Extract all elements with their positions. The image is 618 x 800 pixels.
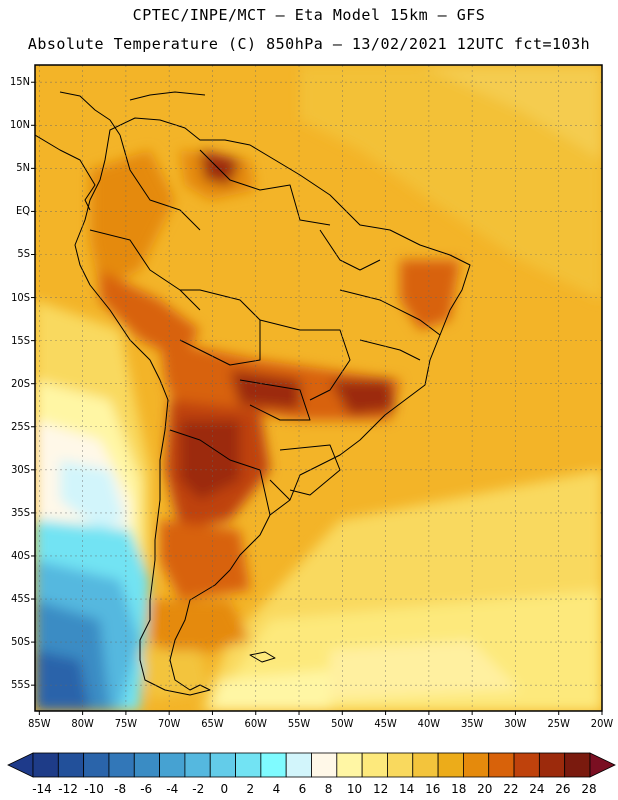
lat-label: EQ [15,204,30,218]
border-venezuela [199,149,331,226]
colorbar-label: 8 [324,782,333,796]
lat-label: 15S [11,333,30,347]
colorbar-swatch [184,752,211,778]
caribbean-islands [129,91,206,101]
border-argentina [169,429,271,516]
colorbar-swatch [260,752,287,778]
lat-label: 40S [11,548,30,562]
colorbar-label: 10 [346,782,363,796]
lon-label: 20W [590,717,614,730]
colorbar-label: -10 [84,782,104,796]
central-america-coast [35,134,96,211]
colorbar-under-arrow [7,752,34,778]
lon-label: 70W [157,717,181,730]
colorbar-label: 18 [451,782,467,796]
border-peru [89,229,201,311]
colorbar-label: -4 [166,782,179,796]
border-brazil-north [319,229,381,271]
lat-label: 20S [11,376,30,390]
colorbar [7,752,616,778]
border-brazil-states [339,289,441,336]
lon-label: 80W [71,717,94,730]
lat-label: 5S [17,247,30,261]
colorbar-label: 6 [298,782,307,796]
coastlines [35,91,471,696]
axis-ticks [31,81,603,715]
border-brazil-east [359,339,421,361]
lon-label: 45W [374,717,397,730]
title-line-1: CPTEC/INPE/MCT – Eta Model 15km – GFS [132,6,486,24]
temperature-field [35,65,602,711]
lat-label: 55S [11,678,30,692]
colorbar-swatch [209,752,236,778]
colorbar-over-arrow [589,752,616,778]
colorbar-swatch [538,752,566,778]
lon-label: 75W [114,717,138,730]
colorbar-label: 22 [503,782,519,796]
map-frame [34,64,603,712]
lon-label: 85W [28,717,51,730]
colorbar-swatch [463,752,490,778]
lat-label: 10N [10,118,30,132]
lon-label: 25W [547,717,570,730]
colorbar-label: 20 [477,782,493,796]
lat-label: 45S [11,592,30,606]
colorbar-label: -6 [140,782,153,796]
colorbar-swatch [159,752,186,778]
border-rio-plata [269,479,291,501]
colorbar-swatch [336,752,363,778]
colorbar-label: 0 [220,782,229,796]
colorbar-swatch [83,752,110,778]
colorbar-swatch [311,752,338,778]
colorbar-swatch [488,752,515,778]
colorbar-label: 2 [246,782,255,796]
lat-label: 5N [16,161,30,175]
colorbar-swatch [361,752,388,778]
colorbar-label: 24 [529,782,545,796]
colorbar-swatch [285,752,312,778]
colorbar-swatch [564,752,591,778]
colorbar-label: -2 [192,782,205,796]
colorbar-label: 14 [399,782,415,796]
colorbar-label: 12 [372,782,389,796]
lon-label: 55W [287,717,311,730]
lon-label: 35W [460,717,484,730]
south-america-coast [74,117,471,696]
colorbar-label: -12 [58,782,78,796]
colorbar-label: -14 [32,782,52,796]
colorbar-swatch [32,752,59,778]
lon-label: 40W [417,717,441,730]
falklands [249,651,276,663]
colorbar-swatch [387,752,414,778]
colorbar-label: 28 [581,782,597,796]
colorbar-swatch [437,752,464,778]
lon-label: 65W [201,717,224,730]
lon-label: 60W [244,717,267,730]
colorbar-label: 26 [555,782,571,796]
title-line-2: Absolute Temperature (C) 850hPa – 13/02/… [27,35,591,53]
colorbar-label: 4 [272,782,281,796]
central-america-north [59,91,121,136]
colorbar-label: 16 [425,782,441,796]
lat-label: 50S [11,635,30,649]
border-brazil-west [259,319,351,401]
lat-label: 30S [11,462,30,476]
colorbar-swatch [235,752,262,778]
lon-label: 50W [331,717,354,730]
lat-label: 10S [11,290,30,304]
colorbar-swatch [412,752,439,778]
colorbar-swatch [513,752,540,778]
border-bolivia [179,289,261,366]
colorbar-label: -8 [114,782,127,796]
border-paraguay [239,379,311,421]
lat-label: 15N [10,75,30,89]
border-colombia [119,134,201,231]
lon-label: 30W [504,717,527,730]
lat-label: 25S [11,419,30,433]
colorbar-swatch [57,752,85,778]
colorbar-swatch [108,752,135,778]
colorbar-swatch [133,752,160,778]
lat-label: 35S [11,505,30,519]
